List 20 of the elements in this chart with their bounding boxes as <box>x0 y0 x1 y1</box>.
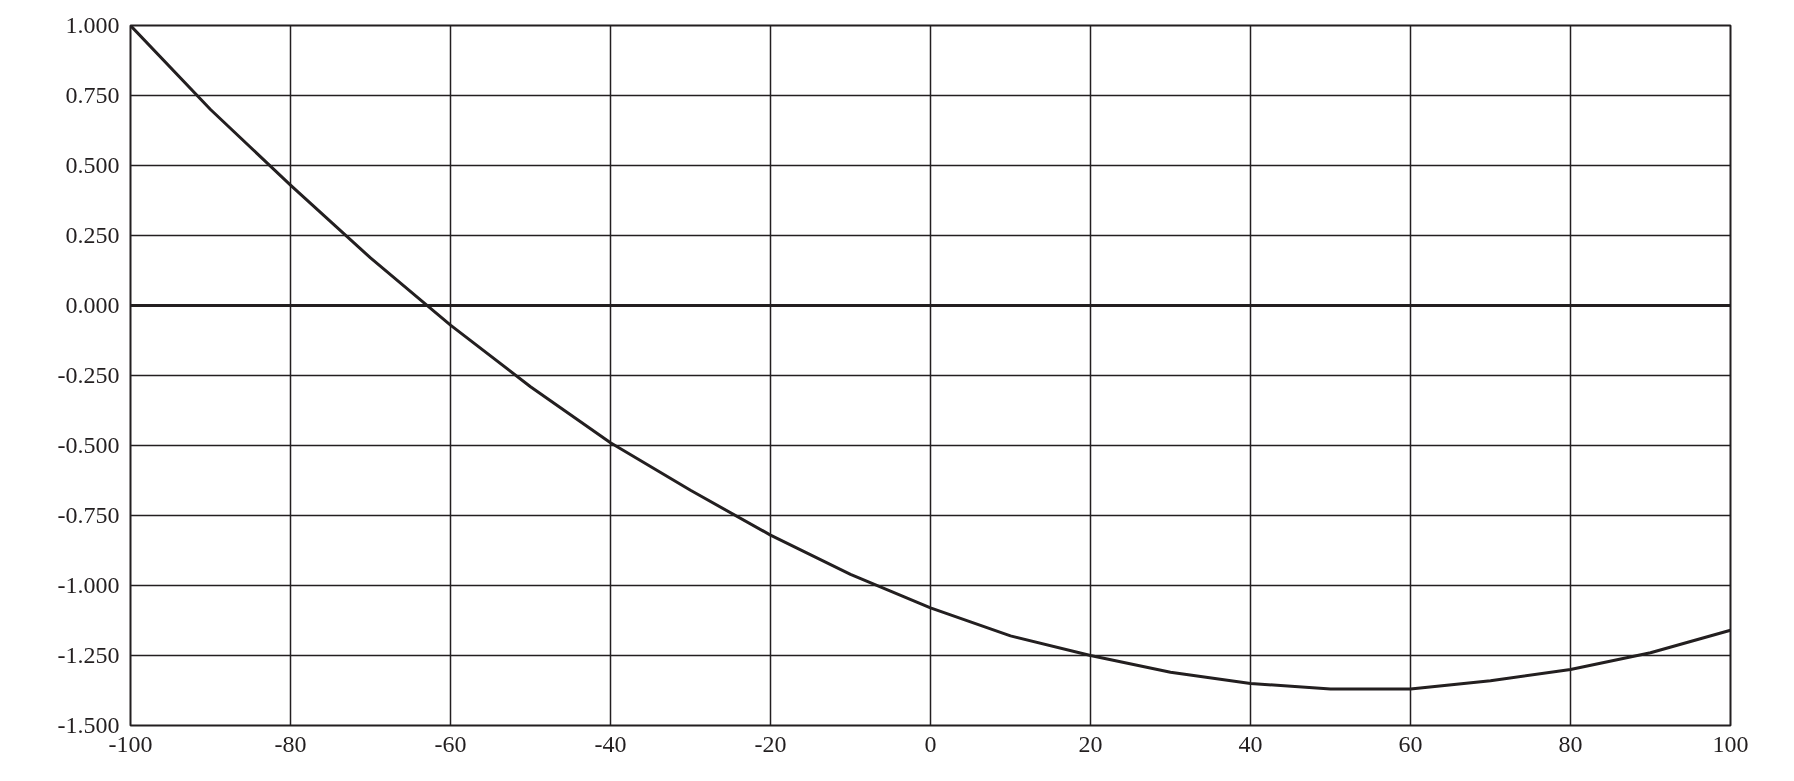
x-tick-label: 0 <box>924 730 937 757</box>
x-tick-label: 20 <box>1078 730 1103 757</box>
y-tick-label: -1.000 <box>57 572 120 598</box>
y-tick-label: -0.750 <box>57 502 120 528</box>
y-tick-label: 1.000 <box>65 12 120 38</box>
y-tick-label: -0.250 <box>57 362 120 388</box>
x-tick-label: 100 <box>1712 730 1749 757</box>
x-tick-label: -20 <box>754 730 787 757</box>
y-tick-label: -0.500 <box>57 432 120 458</box>
y-tick-label: 0.000 <box>65 292 120 318</box>
x-tick-label: -80 <box>274 730 307 757</box>
x-tick-label: -60 <box>434 730 467 757</box>
x-tick-label: 60 <box>1398 730 1423 757</box>
y-tick-label: -1.250 <box>57 642 120 668</box>
y-tick-label: 0.250 <box>65 222 120 248</box>
y-tick-label: 0.500 <box>65 152 120 178</box>
x-tick-label: 40 <box>1238 730 1263 757</box>
x-tick-label: -40 <box>594 730 627 757</box>
y-tick-label: 0.750 <box>65 82 120 108</box>
x-tick-label: 80 <box>1558 730 1583 757</box>
